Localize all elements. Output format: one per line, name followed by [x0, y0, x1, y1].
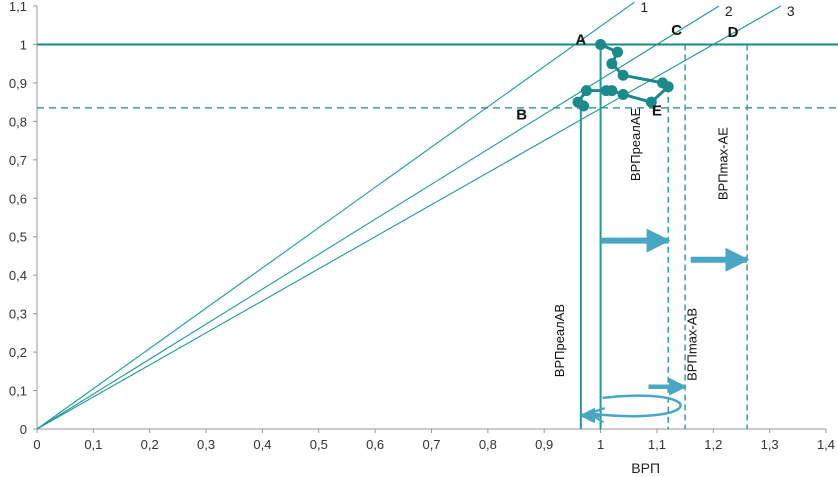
x-tick-label: 0,1 [84, 437, 102, 452]
annotations: A B C D E ВРПреалАВ ВРПреалАЕ ВРПmax-АВ ВРПmax-А… [516, 22, 738, 381]
y-tick-label: 0 [20, 422, 27, 437]
x-tick-label: 1,3 [761, 437, 779, 452]
trajectory-point [606, 58, 618, 70]
vertical-label-3: ВРПmax-АЕ [715, 127, 730, 200]
y-tick-label: 0,5 [9, 230, 27, 245]
x-tick-label: 1,2 [704, 437, 722, 452]
x-tick-label: 0,8 [479, 437, 497, 452]
y-tick-label: 0,4 [9, 268, 27, 283]
tick-labels: 0 0,1 0,2 0,3 0,4 0,5 0,6 0,7 0,8 0,9 1 1,1 1,2 1,3 1,… [9, 0, 835, 476]
vertical-lines [579, 44, 748, 429]
ray-label-1: 1 [640, 0, 648, 15]
y-tick-label: 1 [20, 37, 27, 52]
axes [36, 6, 826, 430]
y-tick-label: 1,1 [9, 0, 27, 14]
x-tick-label: 0 [33, 437, 40, 452]
trajectory-point [662, 81, 674, 93]
x-tick-label: 0,4 [253, 437, 271, 452]
x-tick-label: 1 [597, 437, 604, 452]
ray-line-1 [36, 1, 635, 430]
vertical-label-2: ВРПmax-АВ [684, 308, 699, 381]
x-tick-label: 0,2 [141, 437, 159, 452]
vertical-label-1: ВРПреалАЕ [628, 107, 643, 181]
ray-label-2: 2 [725, 3, 733, 19]
y-tick-label: 0,9 [9, 76, 27, 91]
trajectory-point [611, 46, 623, 58]
y-tick-label: 0,6 [9, 191, 27, 206]
y-tick-label: 0,3 [9, 307, 27, 322]
ray-line-3 [36, 5, 782, 430]
loop-arrow [593, 394, 682, 417]
trajectory-point [600, 85, 612, 97]
trajectory [572, 38, 674, 112]
trajectory-point [617, 88, 629, 100]
y-tick-label: 0,8 [9, 114, 27, 129]
y-tick-label: 0,2 [9, 345, 27, 360]
point-label-E: E [652, 103, 662, 120]
point-label-D: D [728, 24, 739, 41]
x-axis-title: ВРП [631, 460, 660, 476]
trajectory-point [617, 69, 629, 81]
x-tick-label: 0,9 [535, 437, 553, 452]
vertical-label-0: ВРПреалАВ [552, 304, 567, 377]
y-tick-label: 0,7 [9, 153, 27, 168]
x-tick-label: 0,3 [197, 437, 215, 452]
horizontal-lines [37, 43, 838, 109]
x-tick-label: 1,4 [817, 437, 835, 452]
point-label-A: A [575, 31, 586, 48]
trajectory-point [578, 100, 590, 112]
point-label-B: B [516, 106, 527, 123]
trajectory-point [580, 85, 592, 97]
ray-label-3: 3 [787, 3, 795, 19]
point-label-C: C [671, 22, 682, 39]
x-tick-label: 1,1 [648, 437, 666, 452]
arrows [579, 228, 750, 424]
x-tick-label: 0,5 [310, 437, 328, 452]
x-tick-label: 0,7 [422, 437, 440, 452]
ray-line-2 [36, 5, 720, 430]
trajectory-point [645, 96, 657, 108]
trajectory-point [595, 38, 607, 50]
x-tick-label: 0,6 [366, 437, 384, 452]
ray-lines: 1 2 3 [36, 0, 795, 430]
y-tick-label: 0,1 [9, 384, 27, 399]
